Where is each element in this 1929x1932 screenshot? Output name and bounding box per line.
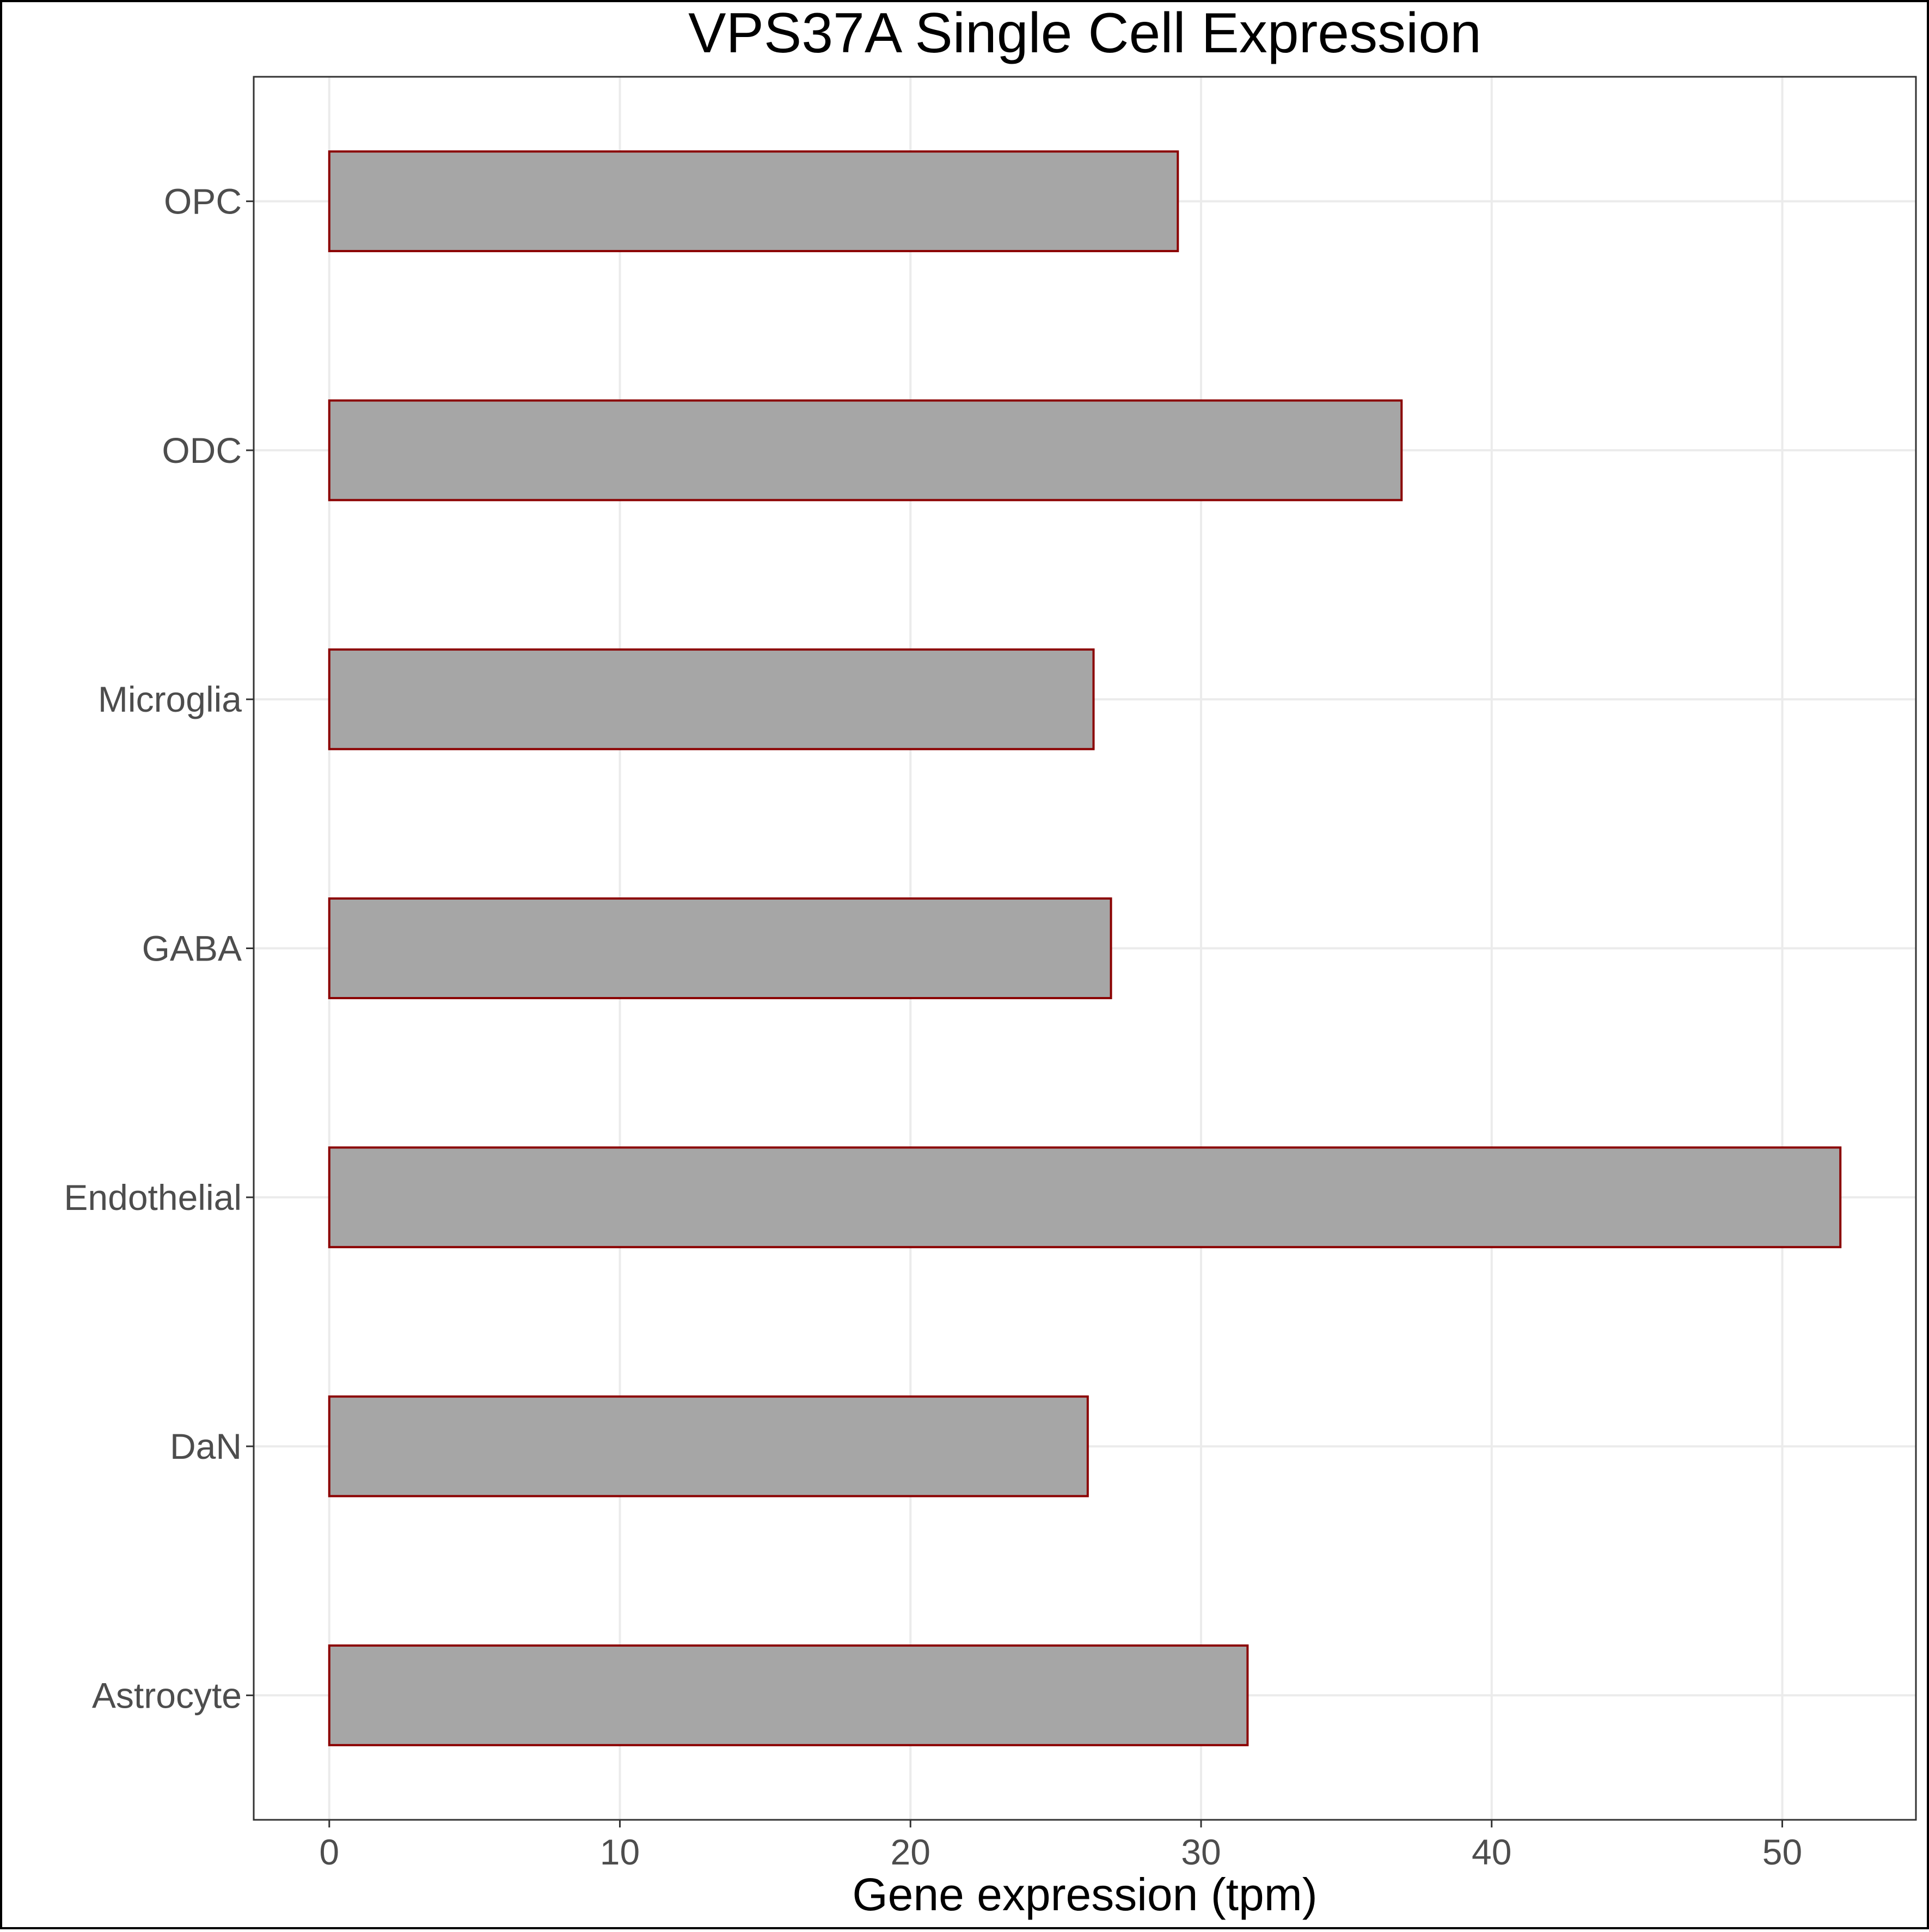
x-tick-label: 10 [600,1832,640,1872]
y-tick-label: DaN [170,1426,242,1466]
bar-endothelial [328,1146,1842,1249]
bar-microglia [328,648,1095,750]
bar-odc [328,399,1403,502]
y-tick-label: Microglia [98,679,242,719]
x-tick-label: 20 [891,1832,930,1872]
bar-dan [328,1395,1089,1497]
bar-gaba [328,897,1112,999]
chart-title: VPS37A Single Cell Expression [688,2,1481,65]
bar-opc [328,150,1179,253]
ticks-layer [246,200,1783,1827]
bars-layer [328,150,1842,1746]
y-tick-label: Endothelial [64,1177,242,1218]
y-tick-label: GABA [142,928,242,969]
x-tick-label: 0 [319,1832,339,1872]
labels-layer: Astrocyte DaN Endothelial GABA Microglia ODC O… [64,181,1802,1872]
x-axis-title: Gene expression (tpm) [852,1869,1317,1920]
y-tick-label: ODC [162,430,242,470]
y-tick-label: Astrocyte [92,1675,242,1715]
x-tick-label: 40 [1472,1832,1511,1872]
x-tick-label: 50 [1762,1832,1802,1872]
x-tick-label: 30 [1181,1832,1221,1872]
y-tick-label: OPC [164,181,242,222]
bar-astrocyte [328,1644,1249,1746]
